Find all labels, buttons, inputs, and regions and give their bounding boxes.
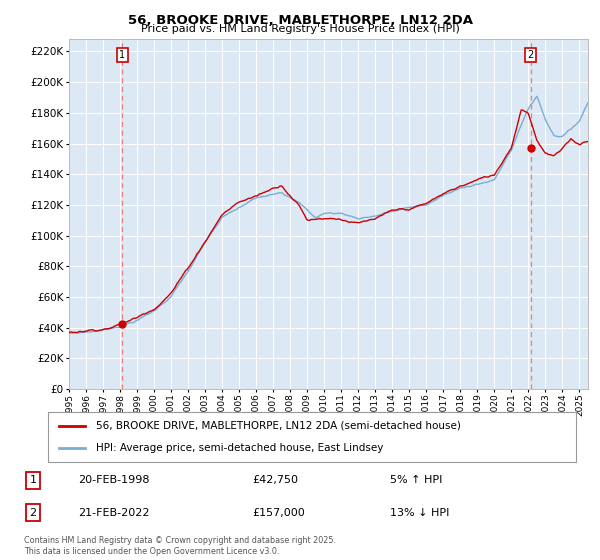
Text: 2: 2 [527,50,534,60]
Text: 56, BROOKE DRIVE, MABLETHORPE, LN12 2DA: 56, BROOKE DRIVE, MABLETHORPE, LN12 2DA [128,14,473,27]
Text: £42,750: £42,750 [252,475,298,486]
Text: 1: 1 [119,50,125,60]
Text: 56, BROOKE DRIVE, MABLETHORPE, LN12 2DA (semi-detached house): 56, BROOKE DRIVE, MABLETHORPE, LN12 2DA … [95,421,460,431]
Text: 5% ↑ HPI: 5% ↑ HPI [390,475,442,486]
Text: 21-FEB-2022: 21-FEB-2022 [78,508,149,517]
Text: 13% ↓ HPI: 13% ↓ HPI [390,508,449,517]
Text: Contains HM Land Registry data © Crown copyright and database right 2025.
This d: Contains HM Land Registry data © Crown c… [24,536,336,556]
FancyBboxPatch shape [48,412,576,462]
Text: 20-FEB-1998: 20-FEB-1998 [78,475,149,486]
Text: 2: 2 [29,508,37,517]
Text: 1: 1 [29,475,37,486]
Text: HPI: Average price, semi-detached house, East Lindsey: HPI: Average price, semi-detached house,… [95,443,383,453]
Text: Price paid vs. HM Land Registry's House Price Index (HPI): Price paid vs. HM Land Registry's House … [140,24,460,34]
Text: £157,000: £157,000 [252,508,305,517]
